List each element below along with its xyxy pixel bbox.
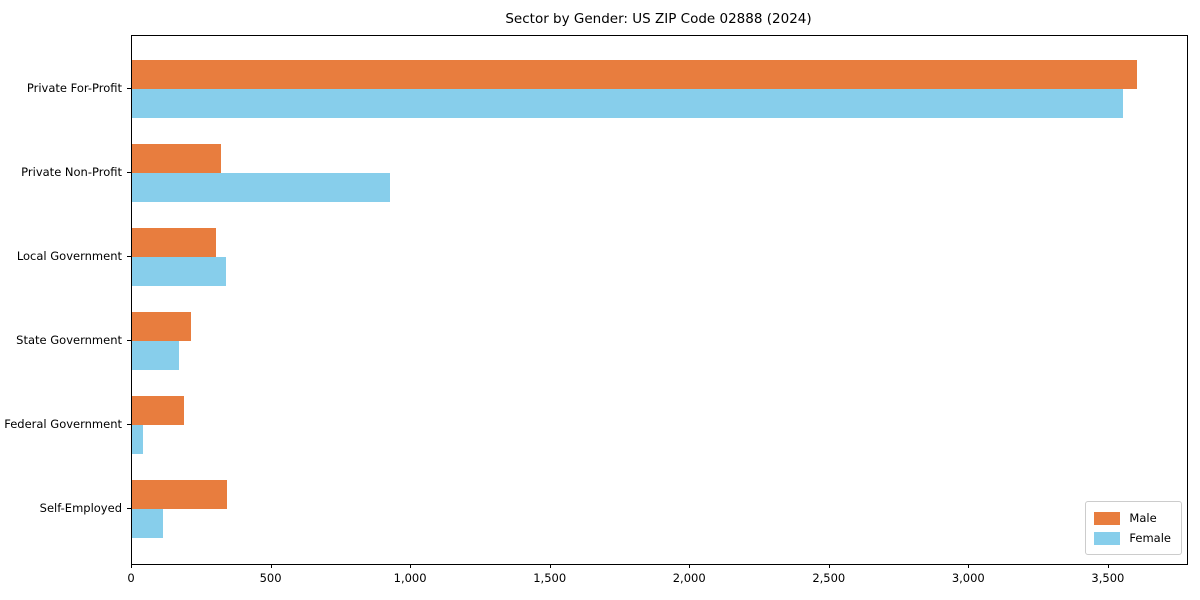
bar-male-local-government [132, 228, 216, 257]
x-tick-label-500: 500 [259, 571, 282, 585]
bar-female-private-non-profit [132, 173, 391, 202]
x-tick-label-0: 0 [127, 571, 135, 585]
y-tick-mark [127, 424, 131, 425]
x-tick-mark [270, 564, 272, 568]
bar-male-state-government [132, 312, 191, 341]
bar-male-self-employed [132, 480, 227, 509]
legend-entry-male: Male [1094, 508, 1171, 528]
bar-female-federal-government [132, 425, 144, 454]
bar-male-federal-government [132, 396, 184, 425]
x-tick-mark [549, 564, 551, 568]
x-tick-mark [689, 564, 691, 568]
y-tick-label-federal-government: Federal Government [4, 417, 122, 431]
x-tick-mark [410, 564, 412, 568]
female-series-swatch [1094, 531, 1121, 545]
bar-female-self-employed [132, 509, 163, 538]
bar-female-state-government [132, 341, 180, 370]
y-tick-label-self-employed: Self-Employed [39, 501, 122, 515]
bar-male-private-for-profit [132, 60, 1137, 89]
y-tick-label-local-government: Local Government [16, 249, 122, 263]
x-tick-mark [1107, 564, 1109, 568]
legend-label-female: Female [1129, 531, 1171, 545]
male-series-swatch [1094, 511, 1121, 525]
y-tick-label-state-government: State Government [16, 333, 122, 347]
y-tick-mark [127, 172, 131, 173]
legend-entry-female: Female [1094, 528, 1171, 548]
legend-label-male: Male [1129, 511, 1157, 525]
legend: Male Female [1085, 501, 1182, 555]
y-tick-label-private-non-profit: Private Non-Profit [21, 165, 122, 179]
x-tick-mark [131, 564, 132, 568]
y-tick-mark [127, 88, 131, 89]
y-tick-mark [127, 508, 131, 509]
bar-female-local-government [132, 257, 226, 286]
y-tick-mark [127, 340, 131, 341]
x-tick-label-1-000: 1,000 [393, 571, 427, 585]
x-tick-label-3-000: 3,000 [951, 571, 985, 585]
x-tick-mark [828, 564, 830, 568]
bar-male-private-non-profit [132, 144, 222, 173]
plot-area: Male Female [131, 35, 1188, 565]
y-tick-label-private-for-profit: Private For-Profit [26, 81, 122, 95]
bar-female-private-for-profit [132, 89, 1123, 118]
chart-title: Sector by Gender: US ZIP Code 02888 (202… [505, 11, 812, 27]
x-tick-label-2-000: 2,000 [672, 571, 706, 585]
x-tick-mark [968, 564, 970, 568]
x-tick-label-3-500: 3,500 [1091, 571, 1125, 585]
x-tick-label-2-500: 2,500 [812, 571, 846, 585]
y-tick-mark [127, 256, 131, 257]
x-tick-label-1-500: 1,500 [533, 571, 567, 585]
